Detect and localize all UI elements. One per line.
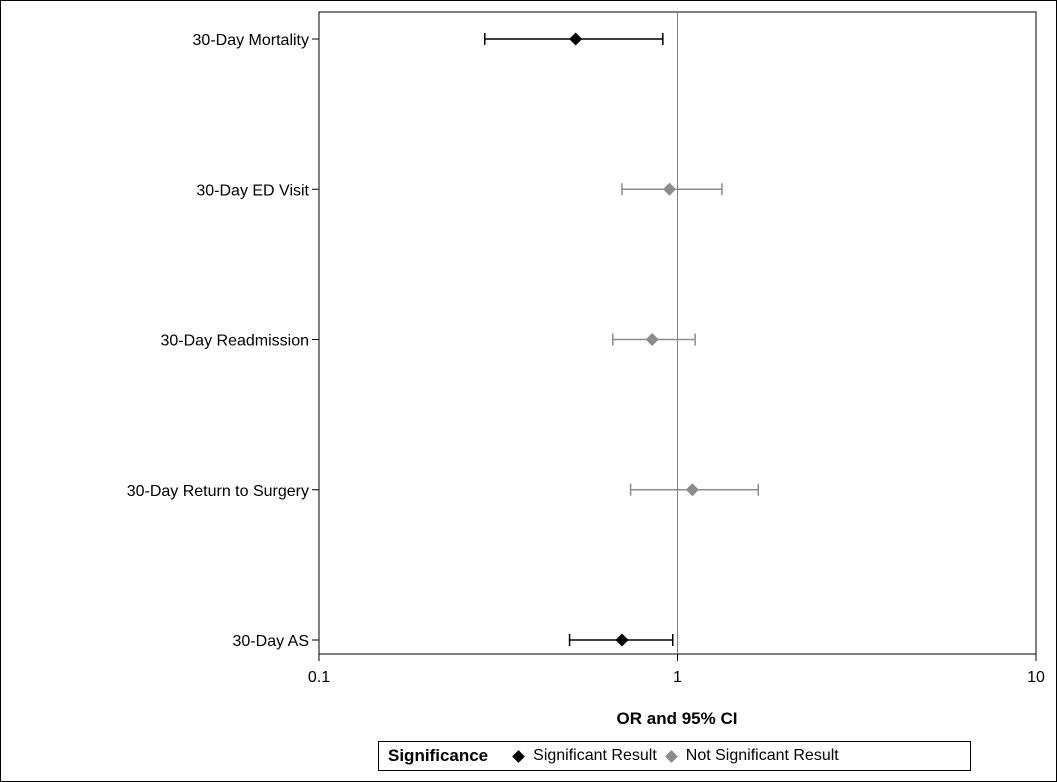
legend-label: Significant Result (533, 747, 657, 764)
y-tick-label: 30-Day ED Visit (196, 182, 309, 199)
legend-label: Not Significant Result (685, 747, 839, 764)
y-tick-label: 30-Day Mortality (193, 32, 309, 49)
y-tick-label: 30-Day AS (233, 633, 309, 650)
estimate-point (615, 633, 629, 647)
legend-item-significant: Significant Result (512, 747, 657, 765)
legend-diamond-icon (664, 749, 678, 763)
estimate-point (569, 32, 583, 46)
y-tick-label: 30-Day Readmission (160, 333, 309, 350)
legend-diamond-icon (512, 749, 526, 763)
x-axis-title: OR and 95% CI (617, 709, 738, 728)
x-tick-label: 1 (673, 669, 682, 686)
legend-title: Significance (388, 746, 489, 765)
legend: Significance Significant Result Not Sign… (378, 741, 971, 771)
legend-item-not-significant: Not Significant Result (664, 747, 839, 765)
x-tick-label: 0.1 (308, 669, 330, 686)
x-tick-label: 10 (1027, 669, 1045, 686)
y-tick-label: 30-Day Return to Surgery (127, 483, 309, 500)
estimate-point (645, 333, 659, 346)
estimate-point (663, 182, 677, 196)
estimate-point (685, 483, 699, 497)
